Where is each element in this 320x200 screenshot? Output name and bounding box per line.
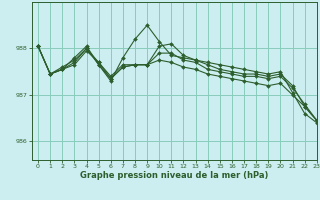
X-axis label: Graphe pression niveau de la mer (hPa): Graphe pression niveau de la mer (hPa) [80, 171, 268, 180]
